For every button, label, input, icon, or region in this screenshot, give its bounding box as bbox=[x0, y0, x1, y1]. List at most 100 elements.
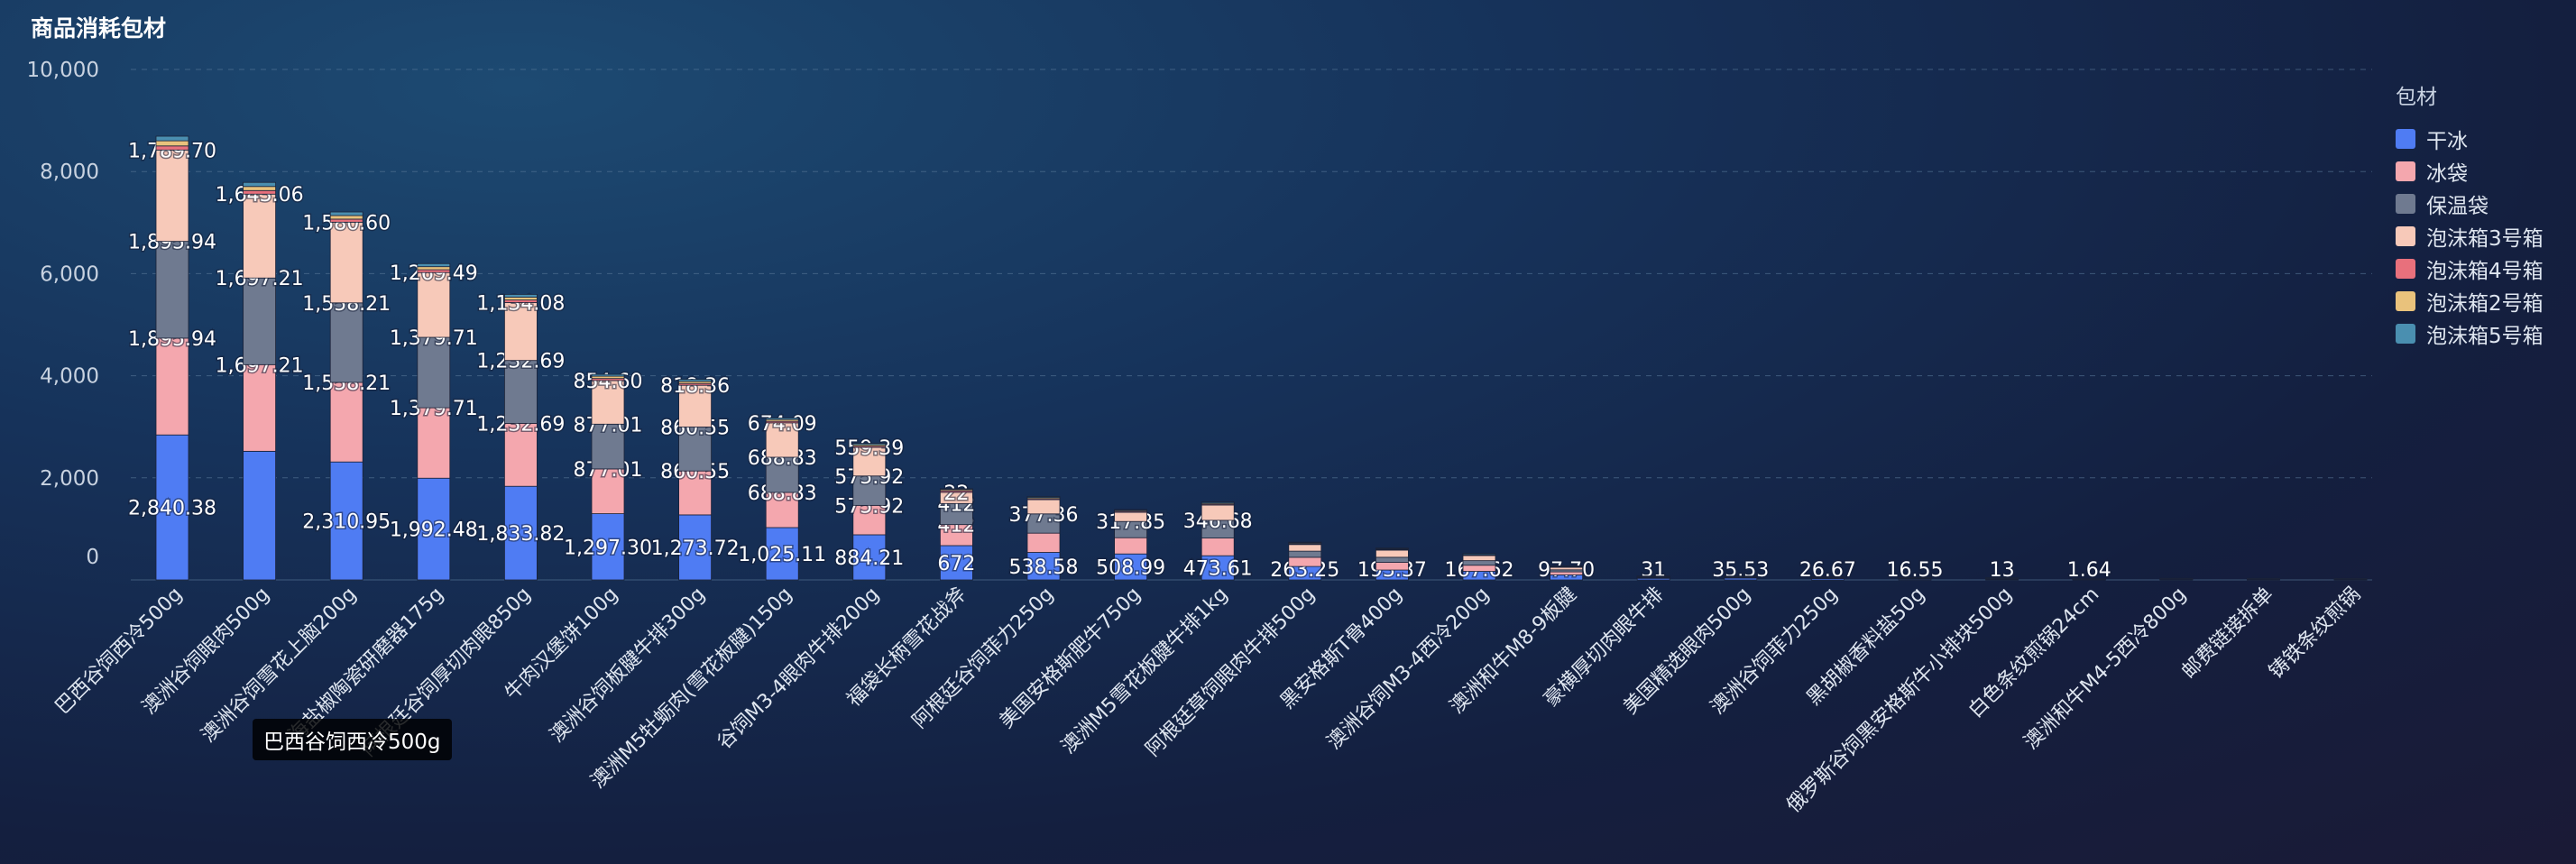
bar-segment bbox=[504, 297, 538, 301]
bar-segment bbox=[155, 337, 189, 436]
bar-segment bbox=[1114, 537, 1147, 555]
bar-segment bbox=[1288, 550, 1322, 558]
bar-segment bbox=[329, 461, 363, 581]
bar-segment bbox=[1550, 571, 1583, 575]
bar-segment bbox=[417, 336, 451, 409]
legend-title: 包材 bbox=[2396, 86, 2437, 109]
legend-label: 泡沫箱3号箱 bbox=[2426, 227, 2544, 251]
legend-item[interactable]: 保温袋 bbox=[2396, 188, 2544, 220]
bar-segment bbox=[1375, 547, 1409, 549]
bar-segment bbox=[2072, 578, 2106, 580]
data-label: 672 bbox=[937, 553, 975, 575]
data-label: 1,697.21 bbox=[216, 268, 304, 290]
legend: 包材 干冰 冰袋保温袋泡沫箱3号箱 泡沫箱4号箱 泡沫箱2号箱 泡沫箱5号箱 bbox=[2396, 79, 2544, 350]
bar-segment bbox=[417, 269, 451, 273]
legend-label: 泡沫箱4号箱 bbox=[2426, 260, 2544, 283]
data-label: 1,025.11 bbox=[738, 544, 826, 566]
x-tick-label: 谷饲M3-4眼肉牛排200g bbox=[713, 584, 884, 754]
bar-segment bbox=[591, 373, 625, 377]
data-label: 575.92 bbox=[834, 466, 904, 489]
x-tick-label: 澳洲M5雪花板腱牛排1kg bbox=[1057, 584, 1232, 758]
bar-segment bbox=[243, 186, 277, 191]
legend-label: 泡沫箱2号箱 bbox=[2426, 292, 2544, 316]
bar-segment bbox=[1375, 549, 1409, 558]
bar-segment bbox=[765, 418, 799, 420]
bar-segment bbox=[765, 422, 799, 458]
bar-segment bbox=[1462, 553, 1496, 556]
legend-item[interactable]: 干冰 bbox=[2396, 123, 2544, 155]
legend-item[interactable]: 泡沫箱5号箱 bbox=[2396, 317, 2544, 350]
bar-segment bbox=[417, 407, 451, 479]
legend-swatch bbox=[2396, 129, 2415, 149]
legend-label: 干冰 bbox=[2426, 130, 2468, 153]
bar-segment bbox=[1811, 575, 1845, 578]
bar-segment bbox=[2159, 577, 2194, 580]
legend-item[interactable]: 泡沫箱3号箱 bbox=[2396, 220, 2544, 253]
bar-segment bbox=[1026, 532, 1061, 553]
legend-swatch bbox=[2396, 259, 2415, 279]
legend-label: 泡沫箱5号箱 bbox=[2426, 325, 2544, 348]
data-label: 1.64 bbox=[2067, 559, 2111, 582]
legend-item[interactable]: 泡沫箱4号箱 bbox=[2396, 253, 2544, 285]
bar-segment bbox=[765, 492, 799, 529]
bar-segment bbox=[1114, 511, 1147, 522]
data-label: 263.25 bbox=[1270, 559, 1339, 582]
bar-segment bbox=[155, 140, 189, 147]
bar-segment bbox=[1375, 562, 1409, 571]
bar-segment bbox=[2333, 577, 2368, 580]
bar-segment bbox=[504, 302, 538, 362]
data-label: 818.36 bbox=[660, 375, 730, 398]
bar-segment bbox=[417, 271, 451, 338]
bar-segment bbox=[155, 241, 189, 339]
bar-segment bbox=[591, 380, 625, 425]
y-tick-label: 0 bbox=[86, 546, 99, 569]
y-tick-label: 6,000 bbox=[40, 262, 99, 286]
legend-label: 保温袋 bbox=[2426, 195, 2489, 218]
legend-item[interactable]: 冰袋 bbox=[2396, 155, 2544, 188]
bar-segment bbox=[1898, 576, 1932, 579]
bar-segment bbox=[678, 514, 712, 581]
x-tick-label: 澳洲谷饲板腱牛排300g bbox=[546, 584, 710, 748]
bar-segment bbox=[504, 294, 538, 298]
bar-segment bbox=[1985, 577, 2019, 579]
bar-segment bbox=[243, 450, 277, 581]
data-label: 1,297.30 bbox=[564, 537, 652, 559]
data-label: 508.99 bbox=[1096, 557, 1165, 580]
bar-segment bbox=[1026, 499, 1061, 515]
data-label: 884.21 bbox=[834, 547, 904, 570]
bar-segment bbox=[1550, 565, 1583, 567]
bar-segment bbox=[329, 211, 363, 216]
bar-segment bbox=[678, 379, 712, 382]
data-label: 1,558.21 bbox=[302, 293, 391, 316]
bar-segment bbox=[940, 545, 973, 581]
data-label: 1,232.69 bbox=[476, 351, 565, 373]
y-tick-label: 2,000 bbox=[40, 467, 99, 491]
data-label: 1,992.48 bbox=[390, 519, 478, 542]
bar-segment bbox=[678, 384, 712, 427]
bar-segment bbox=[1201, 501, 1235, 504]
bar-segment bbox=[1288, 556, 1322, 567]
legend-swatch bbox=[2396, 324, 2415, 344]
bar-segment bbox=[504, 299, 538, 303]
bar-segment bbox=[1724, 575, 1758, 577]
data-label: 538.58 bbox=[1009, 556, 1079, 579]
bar-segment bbox=[243, 277, 277, 365]
y-tick-label: 10,000 bbox=[27, 59, 99, 82]
bar-segment bbox=[243, 193, 277, 279]
chart-title: 商品消耗包材 bbox=[31, 15, 167, 41]
data-label: 22 bbox=[943, 483, 969, 505]
data-label: 1,379.71 bbox=[390, 398, 478, 420]
bar-segment bbox=[852, 443, 887, 446]
bar-segment bbox=[765, 456, 799, 493]
bar-segment bbox=[1636, 575, 1670, 577]
data-label: 674.09 bbox=[748, 413, 817, 436]
bar-segment bbox=[1201, 504, 1235, 521]
data-label: 13 bbox=[1990, 559, 2015, 582]
bar-segment bbox=[155, 135, 189, 142]
bar-segment bbox=[1550, 566, 1583, 571]
legend-item[interactable]: 泡沫箱2号箱 bbox=[2396, 285, 2544, 317]
bar-segment bbox=[329, 302, 363, 383]
bar-segment bbox=[591, 513, 625, 581]
x-tick-label: 阿根廷谷饲菲力250g bbox=[908, 584, 1058, 733]
